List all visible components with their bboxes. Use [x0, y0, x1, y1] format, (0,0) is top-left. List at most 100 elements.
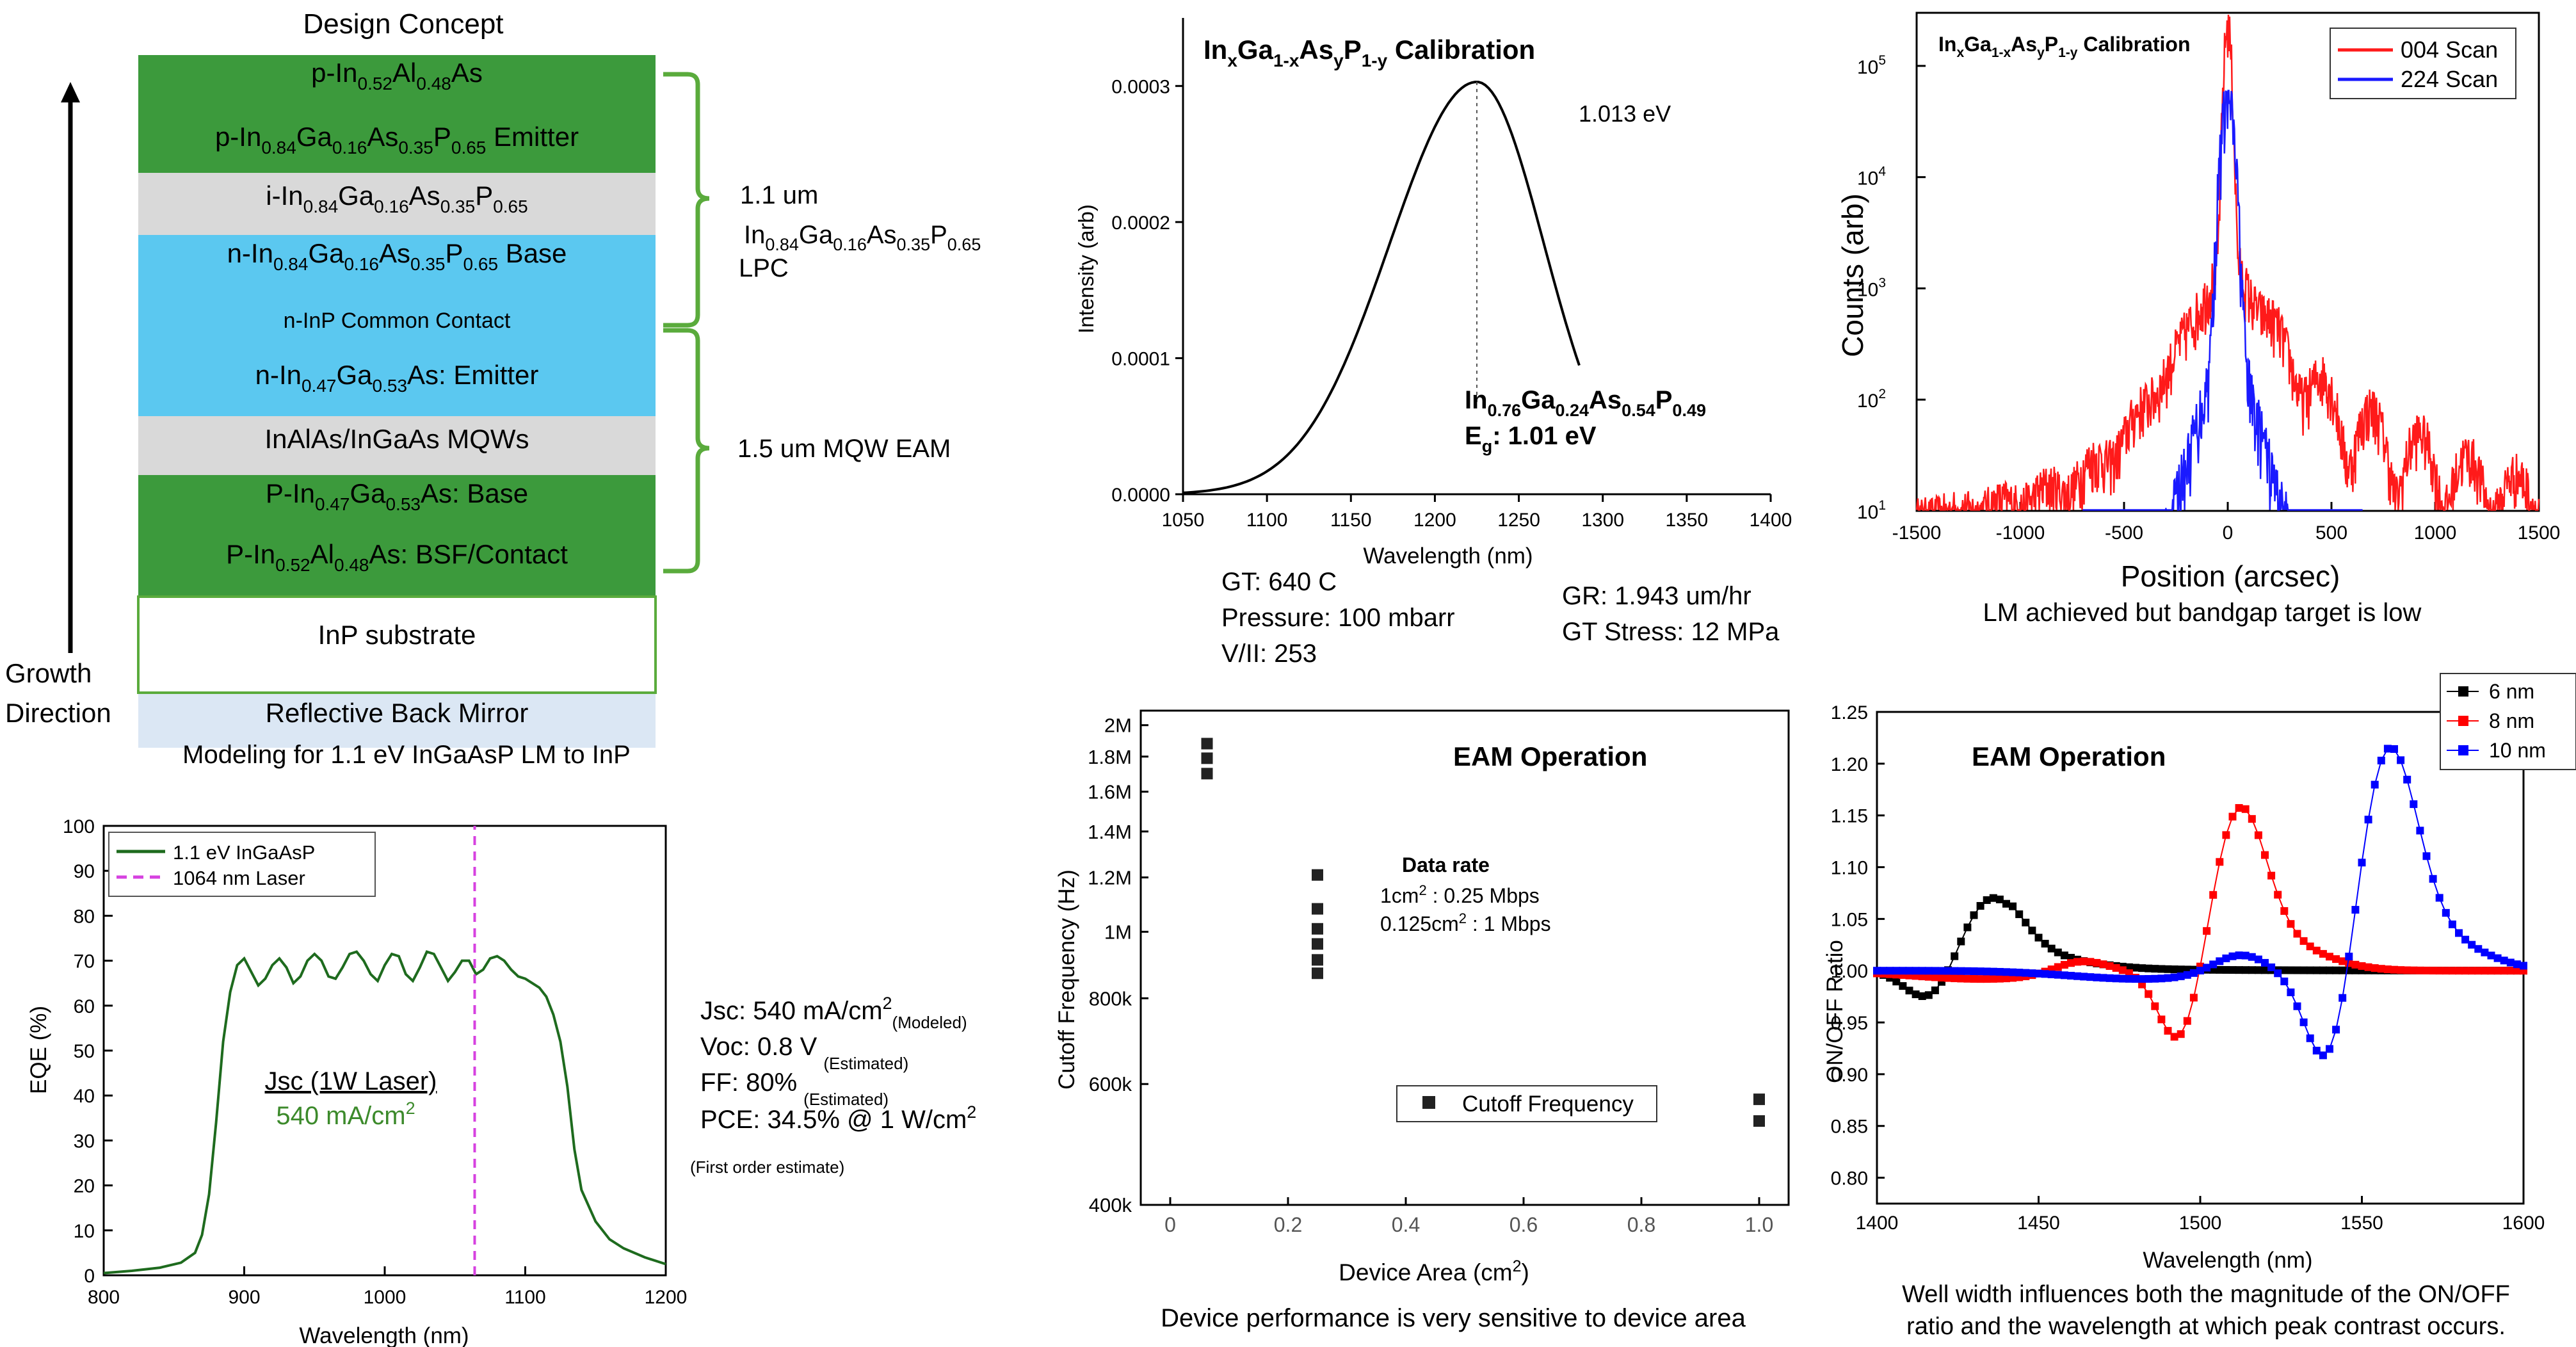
layer-label-0: p-In0.52Al0.48As — [311, 58, 483, 93]
eqe-xtick-label: 1000 — [364, 1287, 407, 1308]
eam-point — [1995, 974, 2004, 983]
xrd-004-scan — [1915, 14, 2540, 511]
eam-point — [2164, 1027, 2172, 1035]
eam-point — [2002, 899, 2010, 908]
eqe-ytick-label: 40 — [74, 1086, 95, 1107]
eam-point — [1976, 975, 1984, 983]
xrd-ytick-exp: 5 — [1878, 53, 1886, 68]
layer-text: As: Base — [421, 478, 528, 508]
eam-point — [2099, 960, 2107, 969]
layer-text: P — [446, 238, 463, 268]
eam-point — [1989, 974, 1997, 983]
eqe-notes: Jsc: 540 mA/cm2(Modeled) Voc: 0.8 V(Esti… — [690, 994, 976, 1177]
layer-box-5 — [138, 416, 656, 475]
layer-text: Ga — [296, 122, 333, 152]
xrd-224-scan — [2082, 90, 2363, 511]
cutoff-ytick-label: 1M — [1104, 921, 1132, 943]
eam-point — [2299, 966, 2308, 974]
eam-point — [2390, 745, 2398, 753]
eam-legend-label: 8 nm — [2489, 709, 2534, 732]
eam-point — [2274, 969, 2282, 978]
eam-point — [2157, 974, 2166, 983]
layer-text: InP substrate — [318, 620, 476, 650]
eam-point — [1899, 982, 1907, 990]
layer-text: As: Emitter — [407, 360, 538, 390]
eam-point — [2209, 891, 2218, 899]
pl-ylabel: Intensity (arb) — [1074, 204, 1098, 334]
eam-point — [2028, 969, 2036, 978]
eqe-ytick-label: 10 — [74, 1221, 95, 1242]
eam-point — [2487, 967, 2495, 975]
eam-point — [2105, 962, 2114, 970]
eam-point — [2500, 956, 2508, 965]
eam-point — [1931, 967, 1939, 975]
layer-subscript: 0.35 — [440, 197, 476, 216]
layer-label-4: n-In0.47Ga0.53As: Emitter — [255, 360, 539, 396]
eam-point — [2339, 966, 2347, 974]
eam-point — [2455, 967, 2463, 975]
bracket1-formula: In0.84Ga0.16As0.35P0.65 — [744, 221, 981, 254]
eam-point — [2015, 969, 2024, 977]
data-rate-line1: 1cm2 : 0.25 Mbps — [1380, 882, 1540, 907]
eam-point — [2448, 920, 2456, 928]
pl-xtick-label: 1250 — [1497, 510, 1540, 531]
eam-point — [1873, 967, 1881, 975]
eam-point — [2351, 960, 2360, 969]
xrd-ytick-base: 10 — [1857, 168, 1878, 190]
eam-point — [2022, 919, 2030, 927]
eam-series-line-2 — [1877, 748, 2524, 1056]
cutoff-ytick-label: 1.6M — [1088, 781, 1132, 803]
layer-box-4 — [138, 350, 656, 416]
eam-legend-marker — [2458, 686, 2468, 697]
eam-point — [2067, 972, 2075, 980]
eam-point — [2397, 966, 2405, 974]
eam-point — [2403, 966, 2411, 974]
cutoff-title: EAM Operation — [1453, 741, 1647, 771]
layer-text: p-In — [215, 122, 261, 152]
pl-gt: GT: 640 C — [1221, 568, 1337, 596]
cutoff-point — [1312, 967, 1323, 980]
eam-point — [2397, 756, 2405, 764]
eam-point — [1938, 967, 1945, 975]
layer-box-8 — [137, 595, 657, 694]
eam-point — [1924, 967, 1933, 975]
layer-subscript: 0.35 — [398, 138, 433, 157]
eam-point — [1886, 967, 1894, 975]
eam-point — [1905, 987, 1913, 995]
eam-point — [2002, 968, 2010, 976]
eam-caption-1: Well width influences both the magnitude… — [1902, 1281, 2510, 1308]
eam-xtick-label: 1550 — [2340, 1213, 2383, 1234]
eam-point — [2228, 812, 2237, 821]
eam-point — [2222, 966, 2230, 974]
eam-point — [2015, 910, 2024, 919]
eam-point — [2145, 975, 2153, 983]
xrd-xtick-label: -1000 — [1996, 522, 2045, 544]
eam-point — [1899, 967, 1907, 975]
layer-subscript: 0.53 — [385, 494, 421, 514]
eam-point — [1957, 974, 1965, 983]
eam-point — [2416, 827, 2424, 835]
layer-subscript: 0.65 — [451, 138, 487, 157]
eam-point — [2403, 775, 2411, 784]
eqe-series-line — [103, 950, 666, 1275]
eqe-ytick-label: 30 — [74, 1131, 95, 1152]
xrd-ytick-base: 10 — [1857, 279, 1878, 300]
cutoff-point — [1753, 1115, 1765, 1127]
layer-subscript: 0.35 — [410, 254, 446, 274]
first-order-note: (First order estimate) — [690, 1157, 844, 1177]
cutoff-ytick-label: 600k — [1089, 1073, 1132, 1095]
eam-point — [1963, 923, 1972, 932]
xrd-ytick-exp: 4 — [1878, 165, 1886, 179]
pl-pressure: Pressure: 100 mbarr — [1221, 604, 1455, 632]
eam-point — [2170, 1033, 2178, 1041]
layer-text: Ga — [336, 360, 373, 390]
pl-ytick-label: 0.0001 — [1111, 348, 1170, 369]
eam-point — [1944, 967, 1952, 975]
growth-label-1: Growth — [5, 658, 92, 688]
eam-point — [2125, 963, 2133, 971]
pl-stress: GT Stress: 12 MPa — [1562, 618, 1780, 646]
eam-point — [2487, 951, 2495, 960]
ff-note: FF: 80%(Estimated) — [700, 1069, 889, 1109]
eam-xtick-label: 1500 — [2179, 1213, 2222, 1234]
eam-point — [1944, 974, 1952, 982]
